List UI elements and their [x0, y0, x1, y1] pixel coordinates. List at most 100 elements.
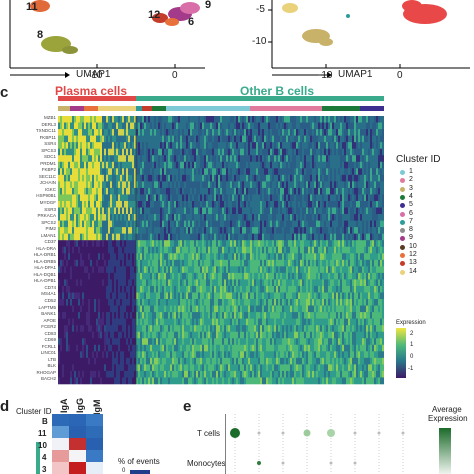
cluster-legend-label: 2 [409, 176, 413, 184]
gene-label: CD52 [44, 298, 56, 304]
umap-left-xtick-2: 0 [172, 70, 178, 81]
gene-label: LMAN1 [40, 232, 56, 238]
gene-label: CD74 [44, 284, 56, 290]
gene-label: JCHAIN [39, 180, 56, 186]
gene-label: SSR3 [44, 206, 56, 212]
gene-label: HLA-DPB1 [33, 278, 56, 284]
row-t-cells: T cells [197, 429, 220, 438]
gene-label: SDC1 [43, 154, 56, 160]
col-igg: IgG [75, 398, 85, 413]
gene-label: LTB [48, 356, 56, 362]
plasma-group-bar [58, 96, 136, 101]
avg-expression-title-1: Average [432, 405, 462, 414]
gene-label: MZB1 [43, 115, 56, 120]
expression-tick-3: 0 [410, 354, 414, 360]
cluster-legend-label: 8 [409, 226, 413, 234]
cluster-legend-label: 7 [409, 217, 413, 225]
heatmap-body [58, 116, 384, 385]
umap-right-xtick-1: -10 [318, 70, 333, 81]
gene-label: BACH2 [40, 376, 56, 382]
expression-colorbar [396, 328, 406, 378]
gene-label: HLA-DRB1 [33, 252, 56, 258]
dots [230, 428, 405, 465]
gene-label: SEC11C [38, 173, 56, 179]
expression-tick-2: 1 [410, 342, 414, 348]
other-b-cells-label: Other B cells [240, 84, 315, 98]
panel-d-heatmap [36, 414, 150, 474]
panel-d-cluster-title: Cluster ID [16, 407, 52, 416]
cluster-legend-label: 14 [409, 267, 417, 275]
expression-tick-4: -1 [408, 366, 414, 372]
cluster-annotation-bar [58, 106, 384, 111]
umap-left-cluster-label-9: 9 [205, 0, 212, 11]
col-iga: IgA [59, 398, 69, 414]
umap-left-xlabel: UMAP1 [76, 69, 111, 80]
gene-label: CD83 [44, 330, 56, 336]
cluster-dot-icon [400, 244, 405, 250]
umap-left-cluster-label-6: 6 [188, 16, 195, 28]
panel-c-letter: c [0, 84, 9, 101]
gene-label: PIM2 [45, 226, 56, 232]
cluster-dot-icon [400, 253, 405, 258]
row-4: 4 [42, 453, 47, 462]
isotype-cells [52, 414, 103, 474]
col-igm: IgM [92, 399, 102, 416]
umap-right-ytick-1: -5 [256, 4, 265, 15]
gene-label: HLA-DPA1 [34, 265, 56, 271]
heatmap-panel [58, 96, 406, 385]
gene-label: FKBP2 [41, 167, 56, 173]
gene-label: FCER2 [41, 324, 56, 330]
gene-label: SPCS3 [41, 147, 56, 153]
gene-label: PRDM1 [40, 160, 56, 166]
gene-label: HLA-DRA [36, 245, 56, 251]
gene-label: LINC01 [40, 350, 56, 356]
cluster-dot-icon [400, 228, 405, 234]
panel-e-letter: e [183, 398, 192, 415]
gene-label: BANK1 [41, 311, 56, 317]
cluster-dot-icon [400, 203, 405, 209]
cluster-legend-label: 6 [409, 209, 413, 217]
cluster-legend-label: 4 [409, 192, 413, 200]
gene-label: HLA-DQB1 [33, 271, 56, 277]
gene-label: HSP90B1 [36, 193, 56, 199]
umap-right-clusters [282, 0, 447, 46]
gene-label: PRKACA [37, 213, 56, 219]
gene-label: FCRL1 [41, 343, 56, 349]
gene-label: APOE [43, 317, 56, 323]
expression-tick-1: 2 [410, 331, 414, 337]
cluster-legend-label: 3 [409, 184, 413, 192]
umap-right-xlabel: UMAP1 [338, 69, 373, 80]
gene-label: CD69 [44, 337, 56, 343]
gene-label: RHOGAP [36, 369, 56, 375]
cluster-dot-icon [400, 236, 405, 242]
cluster-legend-title: Cluster ID [396, 154, 441, 165]
percent-events-tick: 0 [122, 468, 126, 474]
cluster-dot-icon [400, 178, 405, 184]
cluster-legend-label: 10 [409, 242, 417, 250]
gene-label: MYDGF [39, 199, 56, 205]
cluster-dot-icon [400, 261, 405, 267]
panel-d-letter: d [0, 398, 10, 415]
avg-expression-title-2: Expression [428, 414, 468, 423]
gene-label: CD37 [44, 239, 56, 245]
expression-legend-title: Expression [396, 320, 426, 326]
cluster-dot-icon [400, 170, 405, 175]
row-3: 3 [42, 465, 47, 474]
row-10: 10 [38, 441, 47, 450]
cluster-dot-icon [400, 269, 405, 275]
gene-label: DERL3 [41, 121, 56, 127]
gene-label: MS4A1 [41, 291, 56, 297]
cluster-legend-label: 13 [409, 259, 417, 267]
cluster-legend-label: 9 [409, 234, 413, 242]
row-b: B [42, 417, 48, 426]
percent-events-label: % of events [118, 457, 160, 466]
other-group-bar [136, 96, 384, 101]
gene-label: BLK [47, 363, 56, 369]
umap-left-xtick-1: -10 [88, 70, 103, 81]
gene-label: IGKC [44, 186, 56, 192]
cluster-legend-label: 5 [409, 201, 413, 209]
cluster-legend-label: 12 [409, 251, 417, 258]
row-11: 11 [38, 429, 47, 438]
cluster-dot-icon [400, 219, 405, 225]
gene-label: HLA-DRB5 [33, 258, 56, 264]
